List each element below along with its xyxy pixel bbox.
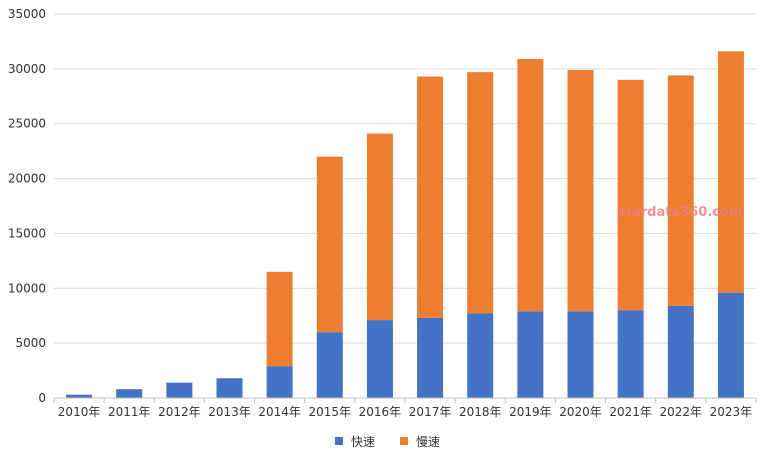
x-tick-label: 2022年 [660,405,703,419]
y-tick-label: 0 [38,391,46,405]
bar-slow [617,79,644,311]
x-tick-label: 2017年 [409,405,452,419]
bar-slow [366,133,393,321]
x-tick-label: 2011年 [108,405,151,419]
x-tick-label: 2019年 [509,405,552,419]
bars [66,51,744,398]
y-tick-label: 15000 [8,226,46,240]
x-tick-label: 2021年 [609,405,652,419]
bar-slow [667,75,694,306]
bar-slow [417,76,444,318]
y-tick-label: 35000 [8,7,46,21]
x-tick-label: 2010年 [58,405,101,419]
x-tick-label: 2014年 [258,405,301,419]
y-tick-label: 5000 [15,336,46,350]
legend-swatch [400,437,408,445]
bar-fast [517,311,544,398]
y-tick-label: 25000 [8,117,46,131]
y-tick-label: 30000 [8,62,46,76]
bar-fast [116,389,143,398]
legend: 快速 慢速 [335,435,440,449]
axes: 0 5000 10000 15000 20000 25000 30000 35000 2010年… [8,7,757,419]
gridlines [54,13,756,344]
bar-fast [467,313,494,398]
legend-label: 快速 [351,435,375,449]
watermark-text: stardata360.com [618,205,742,220]
bar-fast [366,320,393,398]
bar-fast [567,311,594,398]
bar-slow [467,72,494,314]
bar-fast [717,292,744,398]
bar-slow [316,156,343,333]
x-tick-label: 2013年 [208,405,251,419]
x-tick-label: 2023年 [710,405,753,419]
x-tick-label: 2018年 [459,405,502,419]
legend-swatch [335,437,343,445]
x-tick-label: 2016年 [359,405,402,419]
y-tick-label: 20000 [8,172,46,186]
bar-slow [266,271,293,367]
bar-fast [667,305,694,398]
bar-slow [717,51,744,293]
bar-fast [617,310,644,398]
x-tick-label: 2012年 [158,405,201,419]
bar-fast [417,317,444,398]
bar-fast [66,394,93,398]
x-tick-label: 2020年 [559,405,602,419]
bar-fast [166,382,193,398]
bar-fast [216,378,243,398]
x-tick-label: 2015年 [309,405,352,419]
legend-label: 慢速 [416,435,440,449]
bar-fast [266,366,293,398]
bar-slow [567,69,594,312]
bar-slow [517,58,544,312]
y-tick-label: 10000 [8,281,46,295]
bar-fast [316,332,343,398]
